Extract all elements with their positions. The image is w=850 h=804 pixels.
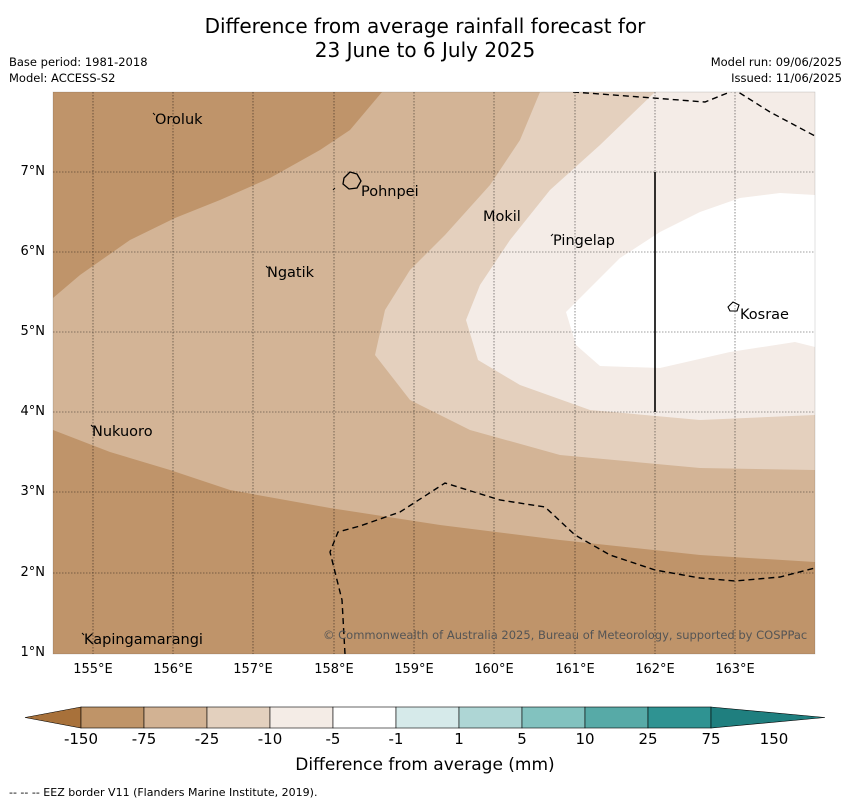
lat-tick: 3°N xyxy=(20,484,46,499)
lon-tick: 160°E xyxy=(474,662,514,677)
colorbar-tick-label: -5 xyxy=(325,730,341,748)
lat-tick: 4°N xyxy=(20,404,46,419)
colorbar-tick-label: -75 xyxy=(131,730,157,748)
place-mokil: Mokil xyxy=(483,209,521,225)
pohnpei-marker xyxy=(332,187,336,191)
colorbar-tick-label: 5 xyxy=(517,730,527,748)
lon-tick: 161°E xyxy=(555,662,595,677)
place-kapingamarangi: Kapingamarangi xyxy=(84,632,203,648)
colorbar-tick-label: -150 xyxy=(63,730,99,748)
colorbar-tick-label: -10 xyxy=(257,730,283,748)
lon-tick: 155°E xyxy=(73,662,113,677)
eez-border-south xyxy=(329,482,815,654)
meta-right: Model run: 09/06/2025 Issued: 11/06/2025 xyxy=(711,54,842,86)
colorbar-tick-label: 25 xyxy=(638,730,658,748)
place-oroluk: Oroluk xyxy=(155,112,203,128)
colorbar-tick-label: -25 xyxy=(194,730,220,748)
meta-left: Base period: 1981-2018 Model: ACCESS-S2 xyxy=(9,54,148,86)
lon-tick: 163°E xyxy=(715,662,755,677)
oroluk-marker xyxy=(152,112,156,116)
kosrae-island-icon xyxy=(727,301,740,312)
nukuoro-marker xyxy=(90,424,94,428)
model-run: Model run: 09/06/2025 xyxy=(710,55,842,69)
copyright-notice: © Commonwealth of Australia 2025, Bureau… xyxy=(323,628,808,642)
colorbar-tick-label: 150 xyxy=(759,730,789,748)
issued-date: Issued: 11/06/2025 xyxy=(731,71,842,85)
lat-tick: 7°N xyxy=(20,164,46,179)
pohnpei-island-icon xyxy=(342,171,362,190)
colorbar-tick-label: 1 xyxy=(454,730,464,748)
rainfall-map xyxy=(52,91,816,655)
region-white-core xyxy=(566,193,815,368)
place-nukuoro: Nukuoro xyxy=(92,424,153,440)
place-kosrae: Kosrae xyxy=(740,307,789,323)
colorbar-tick-label: 75 xyxy=(701,730,721,748)
eez-footnote: -- -- -- EEZ border V11 (Flanders Marine… xyxy=(9,786,318,799)
kapingamarangi-marker xyxy=(81,632,85,636)
ngatik-marker xyxy=(265,265,269,269)
lat-tick: 6°N xyxy=(20,244,46,259)
colorbar-tick-label: 10 xyxy=(575,730,595,748)
base-period: Base period: 1981-2018 xyxy=(9,55,148,69)
title-line-2: 23 June to 6 July 2025 xyxy=(314,38,536,62)
lon-tick: 157°E xyxy=(233,662,273,677)
colorbar-tick-label: -1 xyxy=(388,730,404,748)
place-pingelap: Pingelap xyxy=(553,233,615,249)
place-pohnpei: Pohnpei xyxy=(361,184,419,200)
lon-tick: 158°E xyxy=(314,662,354,677)
colorbar-title: Difference from average (mm) xyxy=(295,755,555,775)
lat-tick: 5°N xyxy=(20,324,46,339)
lon-tick: 156°E xyxy=(153,662,193,677)
lon-tick: 159°E xyxy=(394,662,434,677)
map-title: Difference from average rainfall forecas… xyxy=(0,14,850,62)
pingelap-marker xyxy=(550,233,554,237)
lon-tick: 162°E xyxy=(635,662,675,677)
eez-border-north xyxy=(572,92,815,137)
title-line-1: Difference from average rainfall forecas… xyxy=(204,14,646,38)
lat-tick: 1°N xyxy=(20,645,46,660)
model-name: Model: ACCESS-S2 xyxy=(9,71,116,85)
place-ngatik: Ngatik xyxy=(267,265,315,281)
lat-tick: 2°N xyxy=(20,565,46,580)
